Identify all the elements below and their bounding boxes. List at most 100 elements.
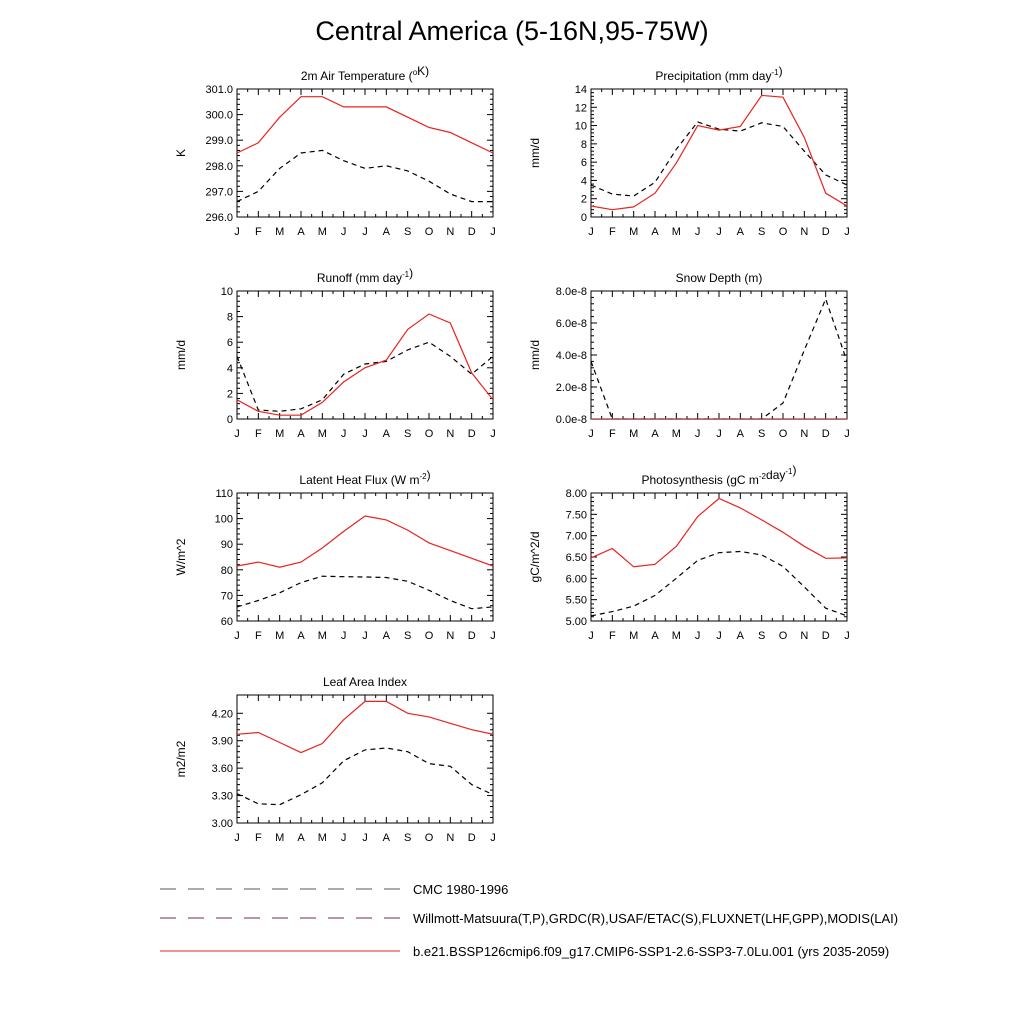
x-tick-label: J (716, 226, 722, 238)
x-tick-label: D (468, 226, 476, 238)
series-line-observed (591, 121, 847, 197)
panel-1: J F M A M J J A S O N D J296.0297.0298.0299.0300.030… (174, 64, 496, 238)
x-tick-label: M (318, 832, 327, 844)
y-tick-label: 4.20 (212, 708, 233, 720)
y-tick-label: 3.00 (212, 818, 233, 830)
y-tick-label: 6.00 (566, 573, 587, 585)
x-tick-label: J (362, 832, 368, 844)
x-tick-label: N (446, 226, 454, 238)
y-tick-label: 100 (215, 514, 233, 526)
y-axis-label: mm/d (174, 340, 188, 370)
series-line-model (237, 515, 493, 568)
x-tick-label: A (737, 226, 745, 238)
y-tick-label: 6 (227, 337, 233, 349)
x-tick-label: N (446, 630, 454, 642)
y-tick-label: 10 (221, 286, 233, 298)
x-tick-label: M (629, 630, 638, 642)
x-tick-label: M (318, 226, 327, 238)
y-tick-label: 0.0e-8 (556, 414, 587, 426)
series-line-observed (591, 550, 847, 617)
x-tick-label: D (822, 428, 830, 440)
x-tick-label: J (588, 630, 594, 642)
y-tick-label: 298.0 (205, 161, 233, 173)
x-tick-label: J (844, 428, 850, 440)
y-tick-label: 5.00 (566, 616, 587, 628)
x-tick-label: J (362, 630, 368, 642)
x-tick-label: A (383, 226, 391, 238)
x-tick-label: M (275, 832, 284, 844)
x-tick-label: J (490, 630, 496, 642)
x-tick-label: J (716, 630, 722, 642)
x-tick-label: J (695, 630, 701, 642)
x-tick-label: M (629, 428, 638, 440)
panel-title: Precipitation (mm day-1) (655, 64, 782, 83)
figure-title: Central America (5-16N,95-75W) (315, 16, 709, 46)
x-tick-label: J (341, 832, 347, 844)
x-tick-label: O (425, 226, 434, 238)
y-tick-label: 3.30 (212, 791, 233, 803)
x-tick-label: A (737, 630, 745, 642)
panel-6: J F M A M J J A S O N D J5.005.506.006.507.007.508.0… (528, 463, 850, 642)
x-tick-label: F (609, 630, 616, 642)
x-tick-label: M (275, 226, 284, 238)
plot-frame (236, 88, 494, 218)
x-tick-label: J (695, 428, 701, 440)
y-tick-label: 6.50 (566, 552, 587, 564)
series-line-observed (237, 575, 493, 610)
x-tick-label: S (404, 428, 411, 440)
x-tick-label: N (800, 630, 808, 642)
y-tick-label: 296.0 (205, 212, 233, 224)
y-tick-label: 7.50 (566, 509, 587, 521)
y-tick-label: 70 (221, 590, 233, 602)
y-tick-label: 90 (221, 539, 233, 551)
y-tick-label: 6 (581, 157, 587, 169)
panel-title: 2m Air Temperature (oK) (301, 64, 429, 83)
x-tick-label: D (822, 630, 830, 642)
y-axis-label: m2/m2 (174, 740, 188, 777)
panel-2: J F M A M J J A S O N D J02468101214mm/dPrecipitatio… (528, 64, 850, 238)
x-tick-label: J (844, 226, 850, 238)
y-tick-label: 14 (575, 84, 587, 96)
series-line-model (237, 700, 493, 754)
series-line-model (591, 497, 847, 568)
x-tick-label: A (297, 832, 305, 844)
y-tick-label: 7.00 (566, 531, 587, 543)
panel-4: J F M A M J J A S O N D J0.0e-82.0e-84.0e-86.0e-88.0… (528, 271, 850, 440)
x-tick-label: O (779, 226, 788, 238)
x-tick-label: D (468, 428, 476, 440)
y-tick-label: 0 (227, 414, 233, 426)
y-tick-label: 3.90 (212, 736, 233, 748)
x-tick-label: J (695, 226, 701, 238)
y-tick-label: 8 (581, 139, 587, 151)
x-tick-label: F (255, 832, 262, 844)
y-tick-label: 110 (215, 488, 233, 500)
series-line-observed (591, 297, 847, 419)
y-tick-label: 297.0 (205, 186, 233, 198)
x-tick-label: J (490, 226, 496, 238)
x-tick-label: M (672, 630, 681, 642)
x-tick-label: N (800, 428, 808, 440)
x-tick-label: J (234, 226, 240, 238)
plot-frame (590, 88, 848, 218)
x-tick-label: A (383, 630, 391, 642)
y-tick-label: 60 (221, 616, 233, 628)
plot-frame (590, 492, 848, 622)
x-tick-label: S (758, 428, 765, 440)
x-tick-label: O (425, 832, 434, 844)
x-tick-label: M (318, 630, 327, 642)
x-tick-label: F (255, 226, 262, 238)
x-tick-label: J (234, 630, 240, 642)
panel-title: Runoff (mm day-1) (317, 266, 413, 285)
plot-frame (590, 290, 848, 420)
x-tick-label: S (758, 630, 765, 642)
x-tick-label: F (609, 428, 616, 440)
x-tick-label: O (779, 630, 788, 642)
x-tick-label: O (425, 630, 434, 642)
series-line-model (237, 313, 493, 416)
x-tick-label: A (383, 428, 391, 440)
x-tick-label: A (297, 226, 305, 238)
y-tick-label: 2 (581, 194, 587, 206)
